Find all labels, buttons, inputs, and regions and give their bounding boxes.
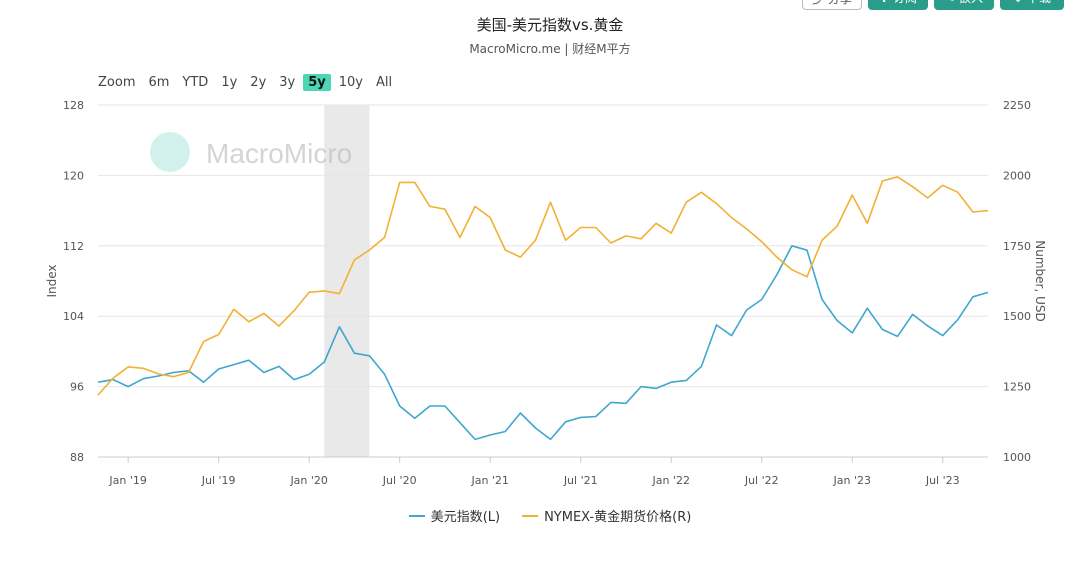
y-right-tick-label: 1500 bbox=[1003, 310, 1031, 323]
axis-layer: 88 1000 96 1250 104 1500 112 1750 120 2000 128 2250… bbox=[63, 99, 1031, 487]
embed-button-label: 嵌入 bbox=[959, 0, 983, 5]
y-right-tick-label: 2250 bbox=[1003, 99, 1031, 112]
chart-legend: 美元指数(L) NYMEX-黄金期货价格(R) bbox=[0, 506, 1077, 525]
y-right-tick-label: 1000 bbox=[1003, 451, 1031, 464]
range-button-10y[interactable]: 10y bbox=[338, 74, 364, 90]
range-button-ytd[interactable]: YTD bbox=[182, 74, 209, 90]
share-button[interactable]: ⤴ 分享 bbox=[802, 0, 862, 10]
shade-layer bbox=[324, 105, 370, 457]
x-tick-label: Jan '23 bbox=[832, 474, 870, 487]
y-left-tick-label: 112 bbox=[63, 240, 84, 253]
y-axis-left-label: Index bbox=[45, 264, 59, 297]
embed-button[interactable]: ✎ 嵌入 bbox=[934, 0, 994, 10]
x-tick-label: Jan '20 bbox=[289, 474, 327, 487]
x-tick-label: Jul '23 bbox=[925, 474, 960, 487]
x-tick-label: Jul '22 bbox=[744, 474, 779, 487]
legend-swatch-usd-index bbox=[408, 514, 425, 517]
x-tick-label: Jul '20 bbox=[382, 474, 417, 487]
watermark-text: MacroMicro bbox=[206, 138, 352, 169]
x-tick-label: Jan '21 bbox=[470, 474, 508, 487]
range-button-1y[interactable]: 1y bbox=[221, 74, 238, 90]
y-right-tick-label: 2000 bbox=[1003, 169, 1031, 182]
chart-title: 美国-美元指数vs.黄金 bbox=[476, 16, 624, 34]
legend-item-gold[interactable]: NYMEX-黄金期货价格(R) bbox=[522, 506, 691, 525]
y-left-tick-label: 120 bbox=[63, 169, 84, 182]
legend-label-usd-index: 美元指数(L) bbox=[430, 510, 501, 525]
y-right-tick-label: 1250 bbox=[1003, 381, 1031, 394]
range-button-2y[interactable]: 2y bbox=[250, 74, 267, 90]
chart-subtitle: MacroMicro.me | 财经M平方 bbox=[469, 42, 631, 56]
download-button[interactable]: ⬇ 下载 bbox=[1000, 0, 1064, 10]
range-button-all[interactable]: All bbox=[376, 74, 393, 90]
range-button-5y[interactable]: 5y bbox=[303, 73, 331, 91]
y-left-tick-label: 88 bbox=[70, 451, 84, 464]
legend-item-usd-index[interactable]: 美元指数(L) bbox=[408, 506, 501, 525]
download-button-label: 下载 bbox=[1027, 0, 1051, 5]
y-left-tick-label: 96 bbox=[70, 381, 84, 394]
bell-icon: ✚ bbox=[879, 0, 889, 5]
range-selector: Zoom 6m YTD 1y 2y 3y 5y 10y All bbox=[98, 72, 400, 92]
y-right-tick-label: 1750 bbox=[1003, 240, 1031, 253]
y-left-tick-label: 104 bbox=[63, 310, 84, 323]
watermark: MacroMicro bbox=[150, 132, 352, 172]
code-icon: ✎ bbox=[945, 0, 955, 5]
y-left-tick-label: 128 bbox=[63, 99, 84, 112]
share-button-label: 分享 bbox=[828, 0, 852, 6]
legend-swatch-gold bbox=[522, 514, 539, 517]
x-tick-label: Jul '19 bbox=[201, 474, 236, 487]
legend-label-gold: NYMEX-黄金期货价格(R) bbox=[544, 510, 692, 525]
range-button-3y[interactable]: 3y bbox=[279, 74, 296, 90]
download-icon: ⬇ bbox=[1013, 0, 1023, 5]
y-axis-right-label: Number, USD bbox=[1033, 240, 1047, 321]
x-tick-label: Jul '21 bbox=[563, 474, 598, 487]
range-selector-label: Zoom bbox=[98, 74, 136, 90]
series-line-gold bbox=[97, 176, 989, 396]
x-tick-label: Jan '22 bbox=[651, 474, 689, 487]
watermark-logo-icon bbox=[150, 132, 190, 172]
subscribe-button[interactable]: ✚ 订阅 bbox=[868, 0, 928, 10]
recession-shade bbox=[324, 105, 370, 457]
series-line-usd-index bbox=[97, 245, 989, 441]
subscribe-button-label: 订阅 bbox=[893, 0, 917, 5]
share-icon: ⤴ bbox=[812, 0, 824, 6]
range-button-6m[interactable]: 6m bbox=[148, 74, 170, 90]
series-layer bbox=[97, 176, 989, 441]
x-tick-label: Jan '19 bbox=[108, 474, 146, 487]
